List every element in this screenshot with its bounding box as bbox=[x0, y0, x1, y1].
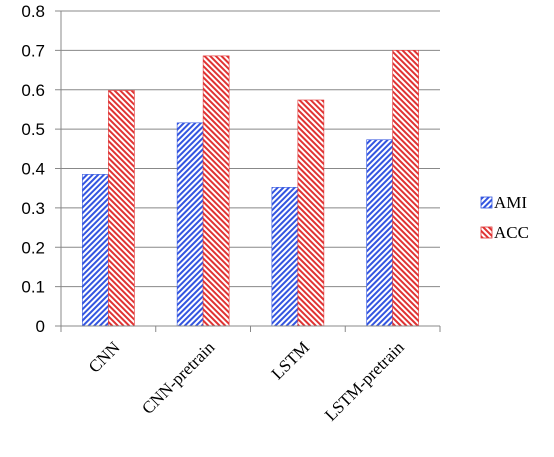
legend-label: AMI bbox=[494, 193, 527, 212]
legend-swatch-acc bbox=[480, 226, 493, 239]
bar-ami-lstm bbox=[271, 187, 299, 327]
y-tick-label: 0.7 bbox=[21, 41, 45, 60]
legend-label: ACC bbox=[494, 223, 529, 242]
bar-ami-lstm-pretrain bbox=[366, 139, 393, 327]
y-tick-label: 0.2 bbox=[21, 238, 45, 257]
x-tick-label: CNN bbox=[85, 338, 124, 377]
x-tick-labels: CNN CNN-pretrain LSTM LSTM-pretrain bbox=[85, 337, 408, 424]
x-tick-label: CNN-pretrain bbox=[138, 337, 219, 418]
y-tick-label: 0.6 bbox=[21, 81, 45, 100]
bar-acc-cnn bbox=[108, 90, 135, 327]
y-tick-label: 0.1 bbox=[21, 278, 45, 297]
bar-acc-lstm bbox=[297, 99, 325, 327]
bar-ami-cnn bbox=[82, 174, 109, 327]
y-tick-label: 0 bbox=[36, 317, 45, 336]
y-tick-labels: 0 0.1 0.2 0.3 0.4 0.5 0.6 0.7 0.8 bbox=[21, 2, 45, 336]
legend-swatch-ami bbox=[480, 196, 493, 209]
bar-ami-cnn-pretrain bbox=[176, 122, 204, 327]
bar-acc-lstm-pretrain bbox=[392, 50, 419, 327]
bar-acc-cnn-pretrain bbox=[202, 55, 230, 327]
bars bbox=[82, 50, 419, 327]
y-tick-label: 0.5 bbox=[21, 120, 45, 139]
y-tick-label: 0.3 bbox=[21, 199, 45, 218]
x-tick-label: LSTM bbox=[268, 338, 313, 383]
legend: AMI ACC bbox=[480, 193, 529, 242]
x-tick-label: LSTM-pretrain bbox=[321, 337, 408, 424]
axes bbox=[55, 10, 441, 332]
y-tick-label: 0.4 bbox=[21, 160, 45, 179]
y-tick-label: 0.8 bbox=[21, 2, 45, 21]
